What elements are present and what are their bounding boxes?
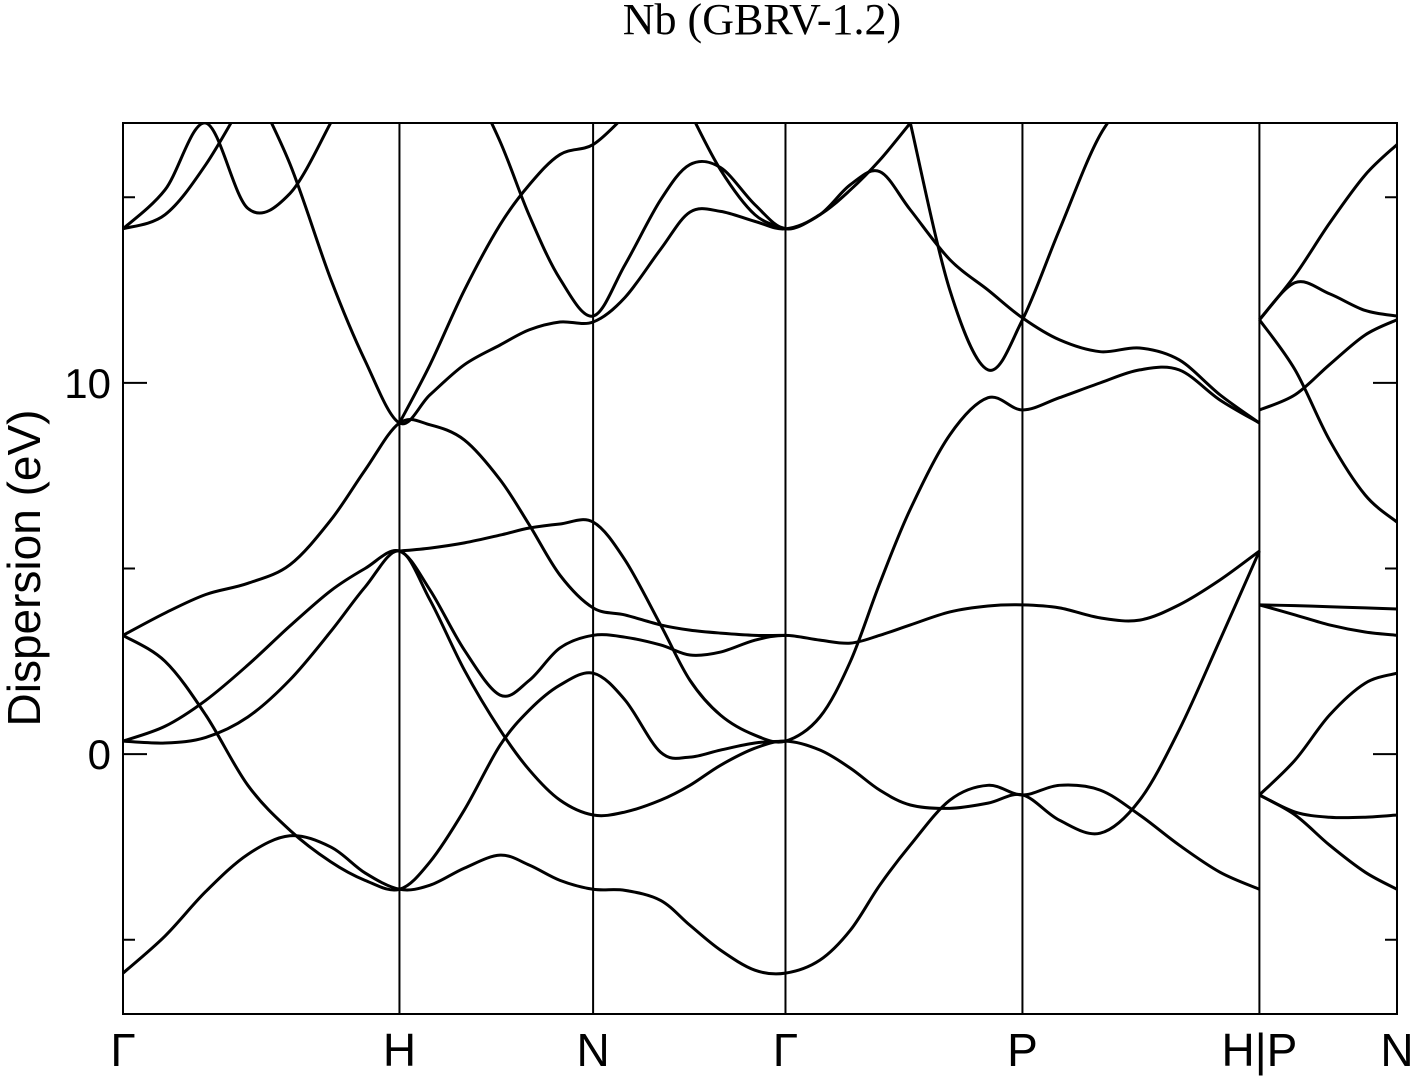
x-tick-label: Γ [110,1024,135,1076]
x-tick-label: N [576,1024,609,1076]
chart-title: Nb (GBRV-1.2) [623,0,901,44]
band-line [123,417,786,637]
band-line [1258,793,1397,891]
band-line [123,123,233,231]
x-tick-label: P [1007,1024,1038,1076]
plot-frame [122,122,1398,1015]
band-line [1259,603,1397,637]
band-line [1258,143,1397,321]
bands-group [123,123,1397,976]
band-line [398,123,620,424]
band-line [693,123,787,231]
x-tick-label: H [383,1024,416,1076]
band-line [1259,603,1397,611]
x-tick-label: N [1380,1024,1413,1076]
y-tick-label: 10 [64,360,111,407]
band-line [489,123,912,318]
band-line [123,123,332,230]
x-tick-label: Γ [773,1024,798,1076]
band-line [123,549,1261,743]
band-line [1258,318,1397,412]
band-line [1258,671,1397,797]
labels-group: Γ H N Γ P H|P N 0 10 [64,360,1413,1076]
band-line [123,634,786,892]
band-line [123,783,1261,976]
band-line [123,549,1261,836]
band-line [1258,318,1397,524]
y-tick-label: 0 [88,731,111,778]
band-line [908,123,1110,372]
band-line [399,365,1261,744]
x-tick-label: H|P [1221,1024,1297,1076]
y-axis-label: Dispersion (eV) [0,410,50,727]
